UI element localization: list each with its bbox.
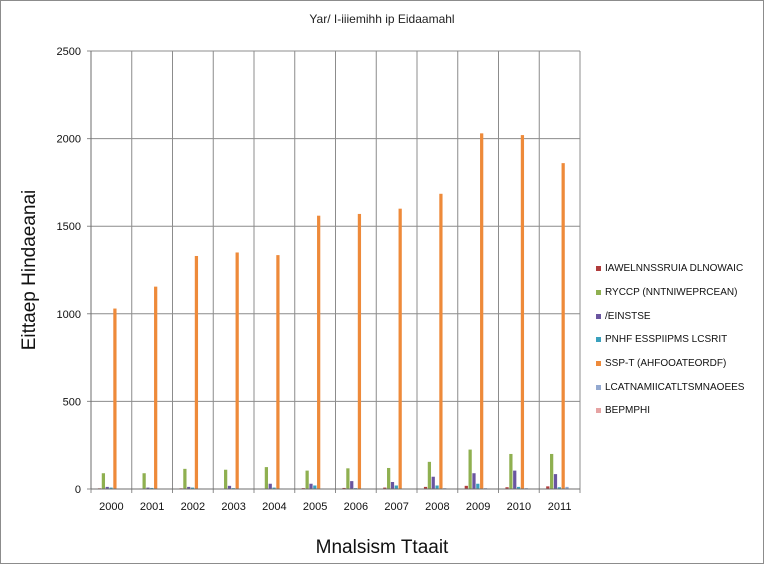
bar: [194, 255, 199, 489]
legend-item: LCATNAMIICATLTSMNAOEES: [596, 375, 744, 399]
bar: [513, 470, 517, 489]
y-tick-label: 0: [75, 484, 81, 496]
x-tick-label: 2001: [140, 501, 164, 513]
legend-item: BEPMPHI: [596, 399, 744, 423]
x-tick-label: 2003: [221, 501, 245, 513]
y-tick-label: 1000: [57, 309, 81, 321]
x-tick-label: 2002: [181, 501, 205, 513]
bar: [398, 208, 402, 489]
bar: [561, 163, 565, 490]
bar: [520, 135, 525, 489]
bar: [187, 486, 191, 489]
bar: [476, 483, 480, 489]
legend-item: RYCCP (NNTNIWEPRCEAN): [596, 281, 744, 305]
bar: [390, 481, 395, 489]
bar: [183, 468, 187, 489]
bar: [142, 473, 146, 489]
bar: [423, 486, 428, 489]
bar: [468, 449, 472, 489]
x-tick-label: 2008: [425, 501, 449, 513]
legend-item: /EINSTSE: [596, 304, 744, 328]
legend-label: LCATNAMIICATLTSMNAOEES: [605, 381, 745, 393]
bar: [439, 193, 443, 489]
legend-swatch: [596, 313, 601, 319]
bar: [190, 487, 195, 489]
x-tick-label: 2010: [507, 501, 531, 513]
x-tick-label: 2007: [384, 501, 408, 513]
legend-swatch: [596, 361, 601, 367]
x-tick-label: 2005: [303, 501, 327, 513]
bar: [464, 485, 468, 489]
bar: [150, 487, 154, 489]
bar: [427, 461, 432, 489]
y-tick-label: 1500: [57, 221, 81, 233]
bar: [224, 469, 228, 489]
bar: [357, 213, 362, 489]
bar: [553, 474, 558, 489]
bar: [113, 308, 117, 489]
bar: [350, 481, 354, 489]
legend-label: PNHF ESSPIIPMS LCSRIT: [605, 334, 728, 346]
bar: [346, 468, 350, 489]
legend-item: SSP-T (AHFOOATEORDF): [596, 352, 744, 376]
bar: [154, 286, 158, 489]
bar: [516, 486, 521, 489]
bar: [272, 487, 276, 489]
bar: [550, 453, 554, 489]
legend-item: PNHF ESSPIIPMS LCSRIT: [596, 328, 744, 352]
bar: [276, 255, 280, 489]
bar: [565, 486, 569, 489]
legend-swatch: [596, 266, 601, 272]
legend-swatch: [596, 408, 601, 414]
bar: [509, 453, 513, 489]
x-tick-label: 2006: [344, 501, 368, 513]
bar: [313, 485, 317, 489]
bar: [394, 485, 398, 489]
legend-swatch: [596, 290, 601, 296]
y-tick-label: 500: [63, 396, 81, 408]
chart-title: Yar/ I-iiiemihh ip Eidaamahl: [309, 12, 455, 26]
bar: [146, 487, 150, 489]
legend-label: RYCCP (NNTNIWEPRCEAN): [605, 287, 738, 299]
bar: [109, 487, 113, 489]
x-axis-title: Mnalsism Ttaait: [315, 537, 449, 558]
legend-label: IAWELNNSSRUIA DLNOWAIC: [605, 263, 744, 275]
bar: [309, 483, 313, 489]
chart-legend: IAWELNNSSRUIA DLNOWAIC RYCCP (NNTNIWEPRCE…: [596, 257, 744, 423]
legend-label: SSP-T (AHFOOATEORDF): [605, 358, 727, 370]
y-tick-label: 2000: [57, 134, 81, 146]
bar: [505, 487, 509, 489]
x-tick-label: 2000: [99, 501, 123, 513]
y-tick-label: 2500: [57, 46, 81, 58]
bar: [305, 470, 309, 489]
bar: [557, 487, 561, 489]
bar: [431, 476, 435, 489]
bar: [383, 487, 387, 489]
x-tick-label: 2009: [466, 501, 490, 513]
bar: [342, 487, 346, 489]
legend-swatch: [596, 384, 601, 390]
bar: [264, 467, 269, 489]
legend-label: /EINSTSE: [605, 310, 651, 322]
legend-swatch: [596, 337, 601, 343]
bar: [268, 483, 272, 489]
legend-label: BEPMPHI: [605, 405, 651, 417]
bar: [387, 467, 391, 489]
bar: [472, 473, 476, 489]
bar: [235, 252, 239, 489]
bar: [105, 486, 109, 489]
x-tick-label: 2004: [262, 501, 286, 513]
bar: [317, 215, 321, 490]
legend-item: IAWELNNSSRUIA DLNOWAIC: [596, 257, 744, 281]
bar: [435, 485, 439, 489]
bar: [480, 133, 484, 489]
bar: [546, 486, 550, 489]
bar: [101, 473, 106, 489]
bar: [227, 485, 232, 489]
x-tick-label: 2011: [548, 501, 572, 513]
